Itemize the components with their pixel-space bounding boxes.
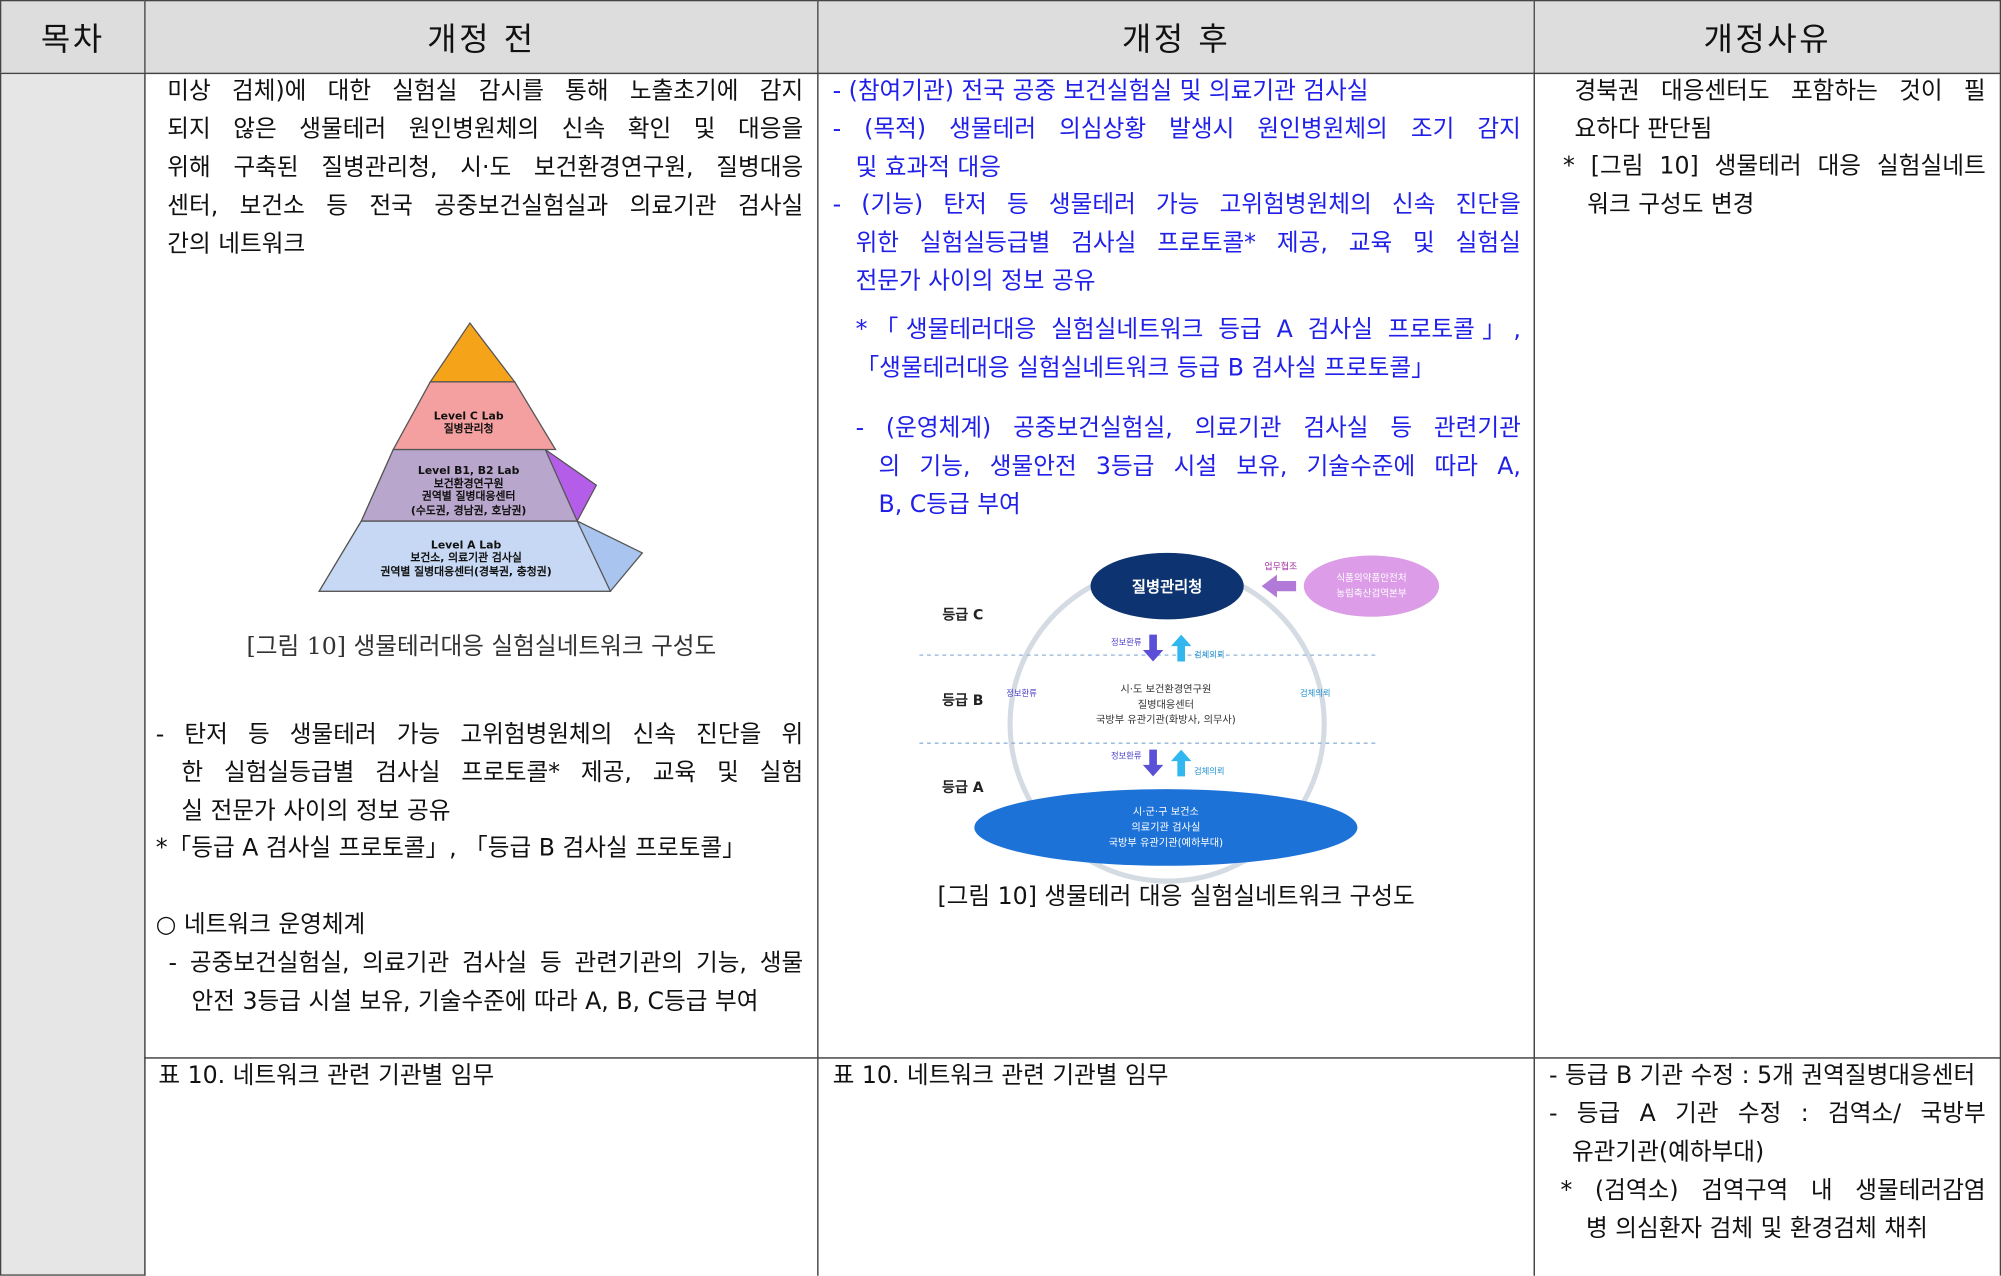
pyramid-label: Level B1, B2 Lab bbox=[418, 464, 520, 477]
grade-label: 등급 A bbox=[942, 780, 984, 796]
pyramid-label: 권역별 질병대응센터(경북권, 충청권) bbox=[380, 564, 551, 578]
text-line: * (검역소) 검역구역 내 생물테러감염 bbox=[1560, 1177, 1986, 1205]
paragraph: *「생물테러대응 실험실네트워크 등급 A 검사실 프로토콜」, 「생물테러대응 … bbox=[856, 312, 1521, 389]
text-line: 위한 실험실등급별 검사실 프로토콜* 제공, 교육 및 실험실 bbox=[855, 229, 1521, 257]
node-label: 질병대응센터 bbox=[1138, 699, 1194, 711]
text-line: 표 10. 네트워크 관련 기관별 임무 bbox=[832, 1062, 1169, 1090]
text-line: *「등급 A 검사실 프로토콜」, 「등급 B 검사실 프로토콜」 bbox=[155, 835, 746, 862]
figure-caption: [그림 10] 생물테러 대응 실험실네트워크 구성도 bbox=[937, 883, 1415, 911]
paragraph: ○ 네트워크 운영체계 bbox=[156, 907, 539, 945]
flow-label: 정보환류 bbox=[1111, 750, 1142, 760]
node-label: 업무협조 bbox=[1264, 560, 1297, 572]
text-line: B, C등급 부여 bbox=[878, 491, 1021, 519]
text-line: 워크 구성도 변경 bbox=[1587, 191, 1755, 219]
text-line: ○ 네트워크 운영체계 bbox=[155, 911, 366, 939]
text-line: 및 효과적 대응 bbox=[855, 154, 1001, 182]
text-line: 경북권 대응센터도 포함하는 것이 필 bbox=[1574, 77, 1986, 105]
text-line: 한 실험실등급별 검사실 프로토콜* 제공, 교육 및 실험 bbox=[181, 759, 804, 787]
pyramid-label: (수도권, 경남권, 호남권) bbox=[411, 503, 527, 517]
text-line: - (참여기관) 전국 공중 보건실험실 및 의료기관 검사실 bbox=[832, 77, 1369, 105]
node-label: 시·도 보건환경연구원 bbox=[1120, 683, 1211, 696]
header-cell: 개정 전 bbox=[144, 0, 819, 75]
flow-label: 정보환류 bbox=[1111, 637, 1142, 647]
header-cell: 개정 후 bbox=[817, 0, 1535, 75]
toc-cell bbox=[0, 72, 146, 1276]
text-line: 실 전문가 사이의 정보 공유 bbox=[181, 798, 451, 825]
node-label: 시·군·구 보건소 bbox=[1133, 806, 1199, 818]
partner-node bbox=[1303, 555, 1440, 617]
node-label: 의료기관 검사실 bbox=[1131, 821, 1200, 833]
text-line: 센터, 보건소 등 전국 공중보건실험실과 의료기관 검사실 bbox=[167, 192, 804, 220]
network-figure: 질병관리청 업무협조 식품의약품안전처 농림축산검역본부 등급 C 등급 B 등… bbox=[919, 552, 1440, 884]
text-line: 미상 검체)에 대한 실험실 감시를 통해 노출초기에 감지 bbox=[167, 77, 804, 105]
paragraph: *「등급 A 검사실 프로토콜」, 「등급 B 검사실 프로토콜」 bbox=[156, 830, 794, 868]
pyramid-top bbox=[429, 321, 516, 383]
grade-label: 등급 C bbox=[942, 607, 983, 623]
node-label: 국방부 유관기관(예하부대) bbox=[1109, 836, 1223, 849]
header-cell: 개정사유 bbox=[1533, 0, 2001, 75]
text-line: - (목적) 생물테러 의심상황 발생시 원인병원체의 조기 감지 bbox=[832, 116, 1521, 144]
arrow bbox=[1261, 574, 1297, 598]
flow-label: 검체의뢰 bbox=[1194, 766, 1225, 776]
kdca-node bbox=[1090, 552, 1244, 620]
pyramid-label: 보건환경연구원 bbox=[434, 476, 504, 490]
flow-label: 검체의뢰 bbox=[1194, 650, 1225, 660]
paragraph: 표 10. 네트워크 관련 기관별 임무 bbox=[158, 1057, 771, 1095]
paragraph: - (참여기관) 전국 공중 보건실험실 및 의료기관 검사실 bbox=[833, 73, 1446, 111]
figure-caption: [그림 10] 생물테러대응 실험실네트워크 구성도 bbox=[246, 633, 717, 661]
arrow bbox=[1142, 749, 1164, 777]
text-line: 의 기능, 생물안전 3등급 시설 보유, 기술수준에 따라 A, bbox=[878, 453, 1521, 481]
text-line: 병 의심환자 검체 및 환경검체 채취 bbox=[1585, 1215, 1928, 1243]
text-line: * [그림 10] 생물테러 대응 실험실네트 bbox=[1562, 153, 1986, 181]
node-label: 농림축산검역본부 bbox=[1336, 587, 1407, 599]
text-line: - (운영체계) 공중보건실험실, 의료기관 검사실 등 관련기관 bbox=[855, 415, 1521, 442]
pyramid-label: Level C Lab bbox=[434, 409, 504, 422]
node-label: 식품의약품안전처 bbox=[1336, 572, 1406, 584]
pyramid-label: 권역별 질병대응센터 bbox=[422, 489, 516, 503]
flow-label: 검체의뢰 bbox=[1300, 688, 1331, 698]
text-line: - 등급 A 기관 수정 : 검역소/ 국방부 bbox=[1548, 1100, 1986, 1128]
paragraph: 표 10. 네트워크 관련 기관별 임무 bbox=[833, 1057, 1446, 1095]
arrow bbox=[1142, 634, 1164, 662]
node-label: 질병관리청 bbox=[1132, 578, 1202, 596]
header-cell: 목차 bbox=[0, 0, 146, 75]
pyramid-label: 보건소, 의료기관 검사실 bbox=[410, 550, 521, 564]
text-line: - 등급 B 기관 수정 : 5개 권역질병대응센터 bbox=[1548, 1062, 1976, 1090]
arrow bbox=[1170, 634, 1192, 662]
text-line: 「생물테러대응 실험실네트워크 등급 B 검사실 프로토콜」 bbox=[855, 354, 1435, 382]
text-line: *「생물테러대응 실험실네트워크 등급 A 검사실 프로토콜」, bbox=[855, 316, 1521, 344]
text-line: 위해 구축된 질병관리청, 시·도 보건환경연구원, 질병대응 bbox=[167, 154, 804, 182]
text-line: 요하다 판단됨 bbox=[1574, 116, 1713, 144]
text-line: 전문가 사이의 정보 공유 bbox=[855, 268, 1096, 295]
text-line: 표 10. 네트워크 관련 기관별 임무 bbox=[158, 1062, 495, 1090]
text-line: 유관기관(예하부대) bbox=[1571, 1139, 1765, 1166]
text-line: - 공중보건실험실, 의료기관 검사실 등 관련기관의 기능, 생물 bbox=[168, 950, 804, 977]
pyramid-label: Level A Lab bbox=[431, 538, 502, 551]
grade-label: 등급 B bbox=[942, 693, 983, 709]
text-line: 간의 네트워크 bbox=[167, 231, 306, 258]
text-line: - (기능) 탄저 등 생물테러 가능 고위험병원체의 신속 진단을 bbox=[832, 191, 1521, 219]
arrow bbox=[1170, 749, 1192, 777]
text-line: 안전 3등급 시설 보유, 기술수준에 따라 A, B, C등급 부여 bbox=[191, 988, 759, 1016]
pyramid-figure: Level C Lab 질병관리청 Level B1, B2 Lab 보건환경연… bbox=[318, 321, 644, 592]
text-line: 되지 않은 생물테러 원인병원체의 신속 확인 및 대응을 bbox=[167, 116, 804, 144]
paragraph: - 등급 B 기관 수정 : 5개 권역질병대응센터 bbox=[1549, 1057, 1986, 1095]
grade-a-node bbox=[974, 789, 1358, 866]
node-label: 국방부 유관기관(화방사, 의무사) bbox=[1096, 714, 1236, 726]
pyramid-label: 질병관리청 bbox=[444, 421, 494, 435]
cell bbox=[1533, 1057, 2001, 1276]
text-line: - 탄저 등 생물테러 가능 고위험병원체의 신속 진단을 위 bbox=[155, 721, 804, 749]
flow-label: 정보환류 bbox=[1006, 688, 1037, 698]
